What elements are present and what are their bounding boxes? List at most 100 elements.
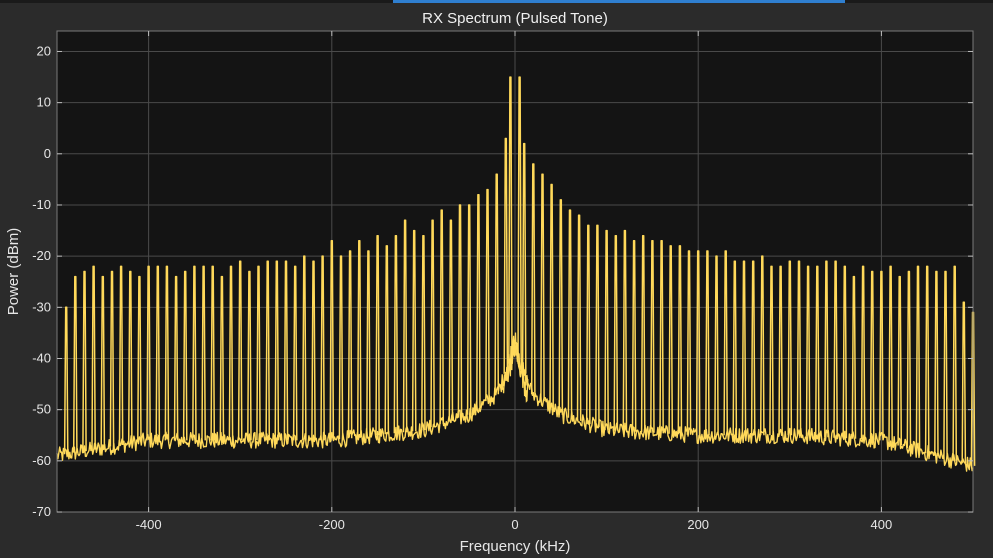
harmonic-peak: [549, 183, 554, 409]
harmonic-peak: [457, 204, 463, 418]
x-tick-label: -200: [319, 517, 345, 532]
y-tick-label: -10: [32, 197, 51, 212]
harmonic-peak: [540, 173, 545, 402]
y-tick-label: -40: [32, 350, 51, 365]
harmonic-peak: [256, 265, 261, 441]
harmonic-peak: [723, 250, 729, 436]
harmonic-peak: [82, 270, 87, 452]
harmonic-peak: [915, 265, 921, 451]
harmonic-peak: [576, 214, 582, 421]
harmonic-peak: [173, 275, 179, 441]
chart-title: RX Spectrum (Pulsed Tone): [422, 10, 608, 27]
y-tick-label: 20: [37, 43, 51, 58]
active-tab-indicator: [393, 0, 845, 3]
y-tick-label: -50: [32, 402, 51, 417]
harmonic-peak: [851, 275, 857, 439]
harmonic-peak: [585, 224, 591, 425]
harmonic-peak: [375, 234, 380, 436]
harmonic-peak: [897, 275, 903, 446]
harmonic-peak: [265, 260, 271, 441]
y-tick-label: -30: [32, 299, 51, 314]
spectrum-trace: [56, 76, 976, 472]
harmonic-peak: [759, 255, 765, 436]
harmonic-peak: [961, 301, 967, 464]
harmonic-peak: [192, 265, 197, 441]
harmonic-peak: [118, 265, 124, 446]
x-axis-title: Frequency (kHz): [460, 538, 571, 555]
harmonic-peak: [210, 265, 216, 441]
harmonic-peak: [677, 245, 683, 435]
harmonic-peak: [274, 260, 280, 441]
harmonic-peak: [430, 219, 435, 428]
y-tick-label: -20: [32, 248, 51, 263]
x-tick-label: 400: [871, 517, 893, 532]
harmonic-peak: [347, 250, 353, 439]
harmonic-peak: [517, 76, 522, 364]
harmonic-peak: [705, 250, 710, 436]
harmonic-peak: [508, 76, 513, 364]
y-tick-label: -70: [32, 504, 51, 519]
harmonic-peak: [741, 260, 747, 436]
x-tick-label: -400: [136, 517, 162, 532]
harmonic-peak: [219, 275, 225, 441]
harmonic-peak: [833, 260, 838, 438]
y-tick-label: 0: [44, 146, 51, 161]
harmonic-peak: [595, 224, 600, 428]
harmonic-peak: [622, 229, 628, 432]
harmonic-peak: [714, 255, 719, 436]
harmonic-peak: [137, 275, 142, 442]
harmonic-peak: [521, 142, 527, 374]
harmonic-peak: [366, 250, 371, 437]
harmonic-peak: [485, 188, 490, 402]
harmonic-peak: [320, 255, 325, 441]
harmonic-peak: [796, 260, 802, 436]
harmonic-peak: [155, 265, 161, 441]
harmonic-peak: [650, 240, 655, 433]
harmonic-peak: [247, 270, 252, 441]
harmonic-peak: [311, 260, 316, 441]
harmonic-peak: [750, 260, 756, 436]
harmonic-peak: [787, 260, 793, 436]
harmonic-peak: [503, 137, 509, 374]
harmonic-peak: [860, 265, 866, 440]
harmonic-peak: [869, 270, 875, 440]
harmonic-peak: [301, 255, 307, 441]
harmonic-peak: [824, 260, 829, 438]
harmonic-peak: [100, 275, 106, 449]
harmonic-peak: [686, 250, 692, 435]
harmonic-peak: [439, 209, 445, 425]
harmonic-peak: [384, 245, 390, 435]
x-tick-label: 200: [687, 517, 709, 532]
harmonic-peak: [695, 250, 701, 436]
harmonic-peak: [659, 240, 664, 434]
harmonic-peak: [476, 193, 481, 409]
axis-ticks: -400 -200 0 200 400 20 10 0 -10 -20 -30 -40 -50 -60 -7…: [32, 31, 973, 532]
harmonic-peak: [228, 265, 234, 441]
harmonic-peak: [466, 204, 472, 415]
y-axis-title: Power (dBm): [5, 228, 22, 316]
harmonic-peak: [393, 234, 399, 434]
harmonic-peak: [182, 270, 188, 441]
harmonic-peak: [283, 260, 289, 441]
harmonic-peak: [146, 265, 151, 441]
y-tick-label: 10: [37, 95, 51, 110]
harmonic-peak: [668, 245, 674, 434]
harmonic-peak: [613, 234, 619, 431]
harmonic-peak: [943, 270, 948, 459]
harmonic-peak: [769, 265, 774, 436]
harmonic-peak: [640, 234, 646, 433]
harmonic-peak: [91, 265, 96, 450]
x-tick-label: 0: [511, 517, 518, 532]
harmonic-peak: [329, 240, 335, 441]
harmonic-peak: [631, 240, 637, 432]
dc-noise-bump: [501, 332, 529, 403]
harmonic-peak: [109, 270, 115, 447]
harmonic-peak: [127, 270, 133, 444]
harmonic-peak: [934, 270, 939, 456]
harmonic-peak: [63, 306, 69, 455]
harmonic-peak: [567, 209, 573, 418]
harmonic-peak: [906, 270, 912, 449]
harmonic-peak: [494, 173, 500, 395]
y-tick-label: -60: [32, 453, 51, 468]
